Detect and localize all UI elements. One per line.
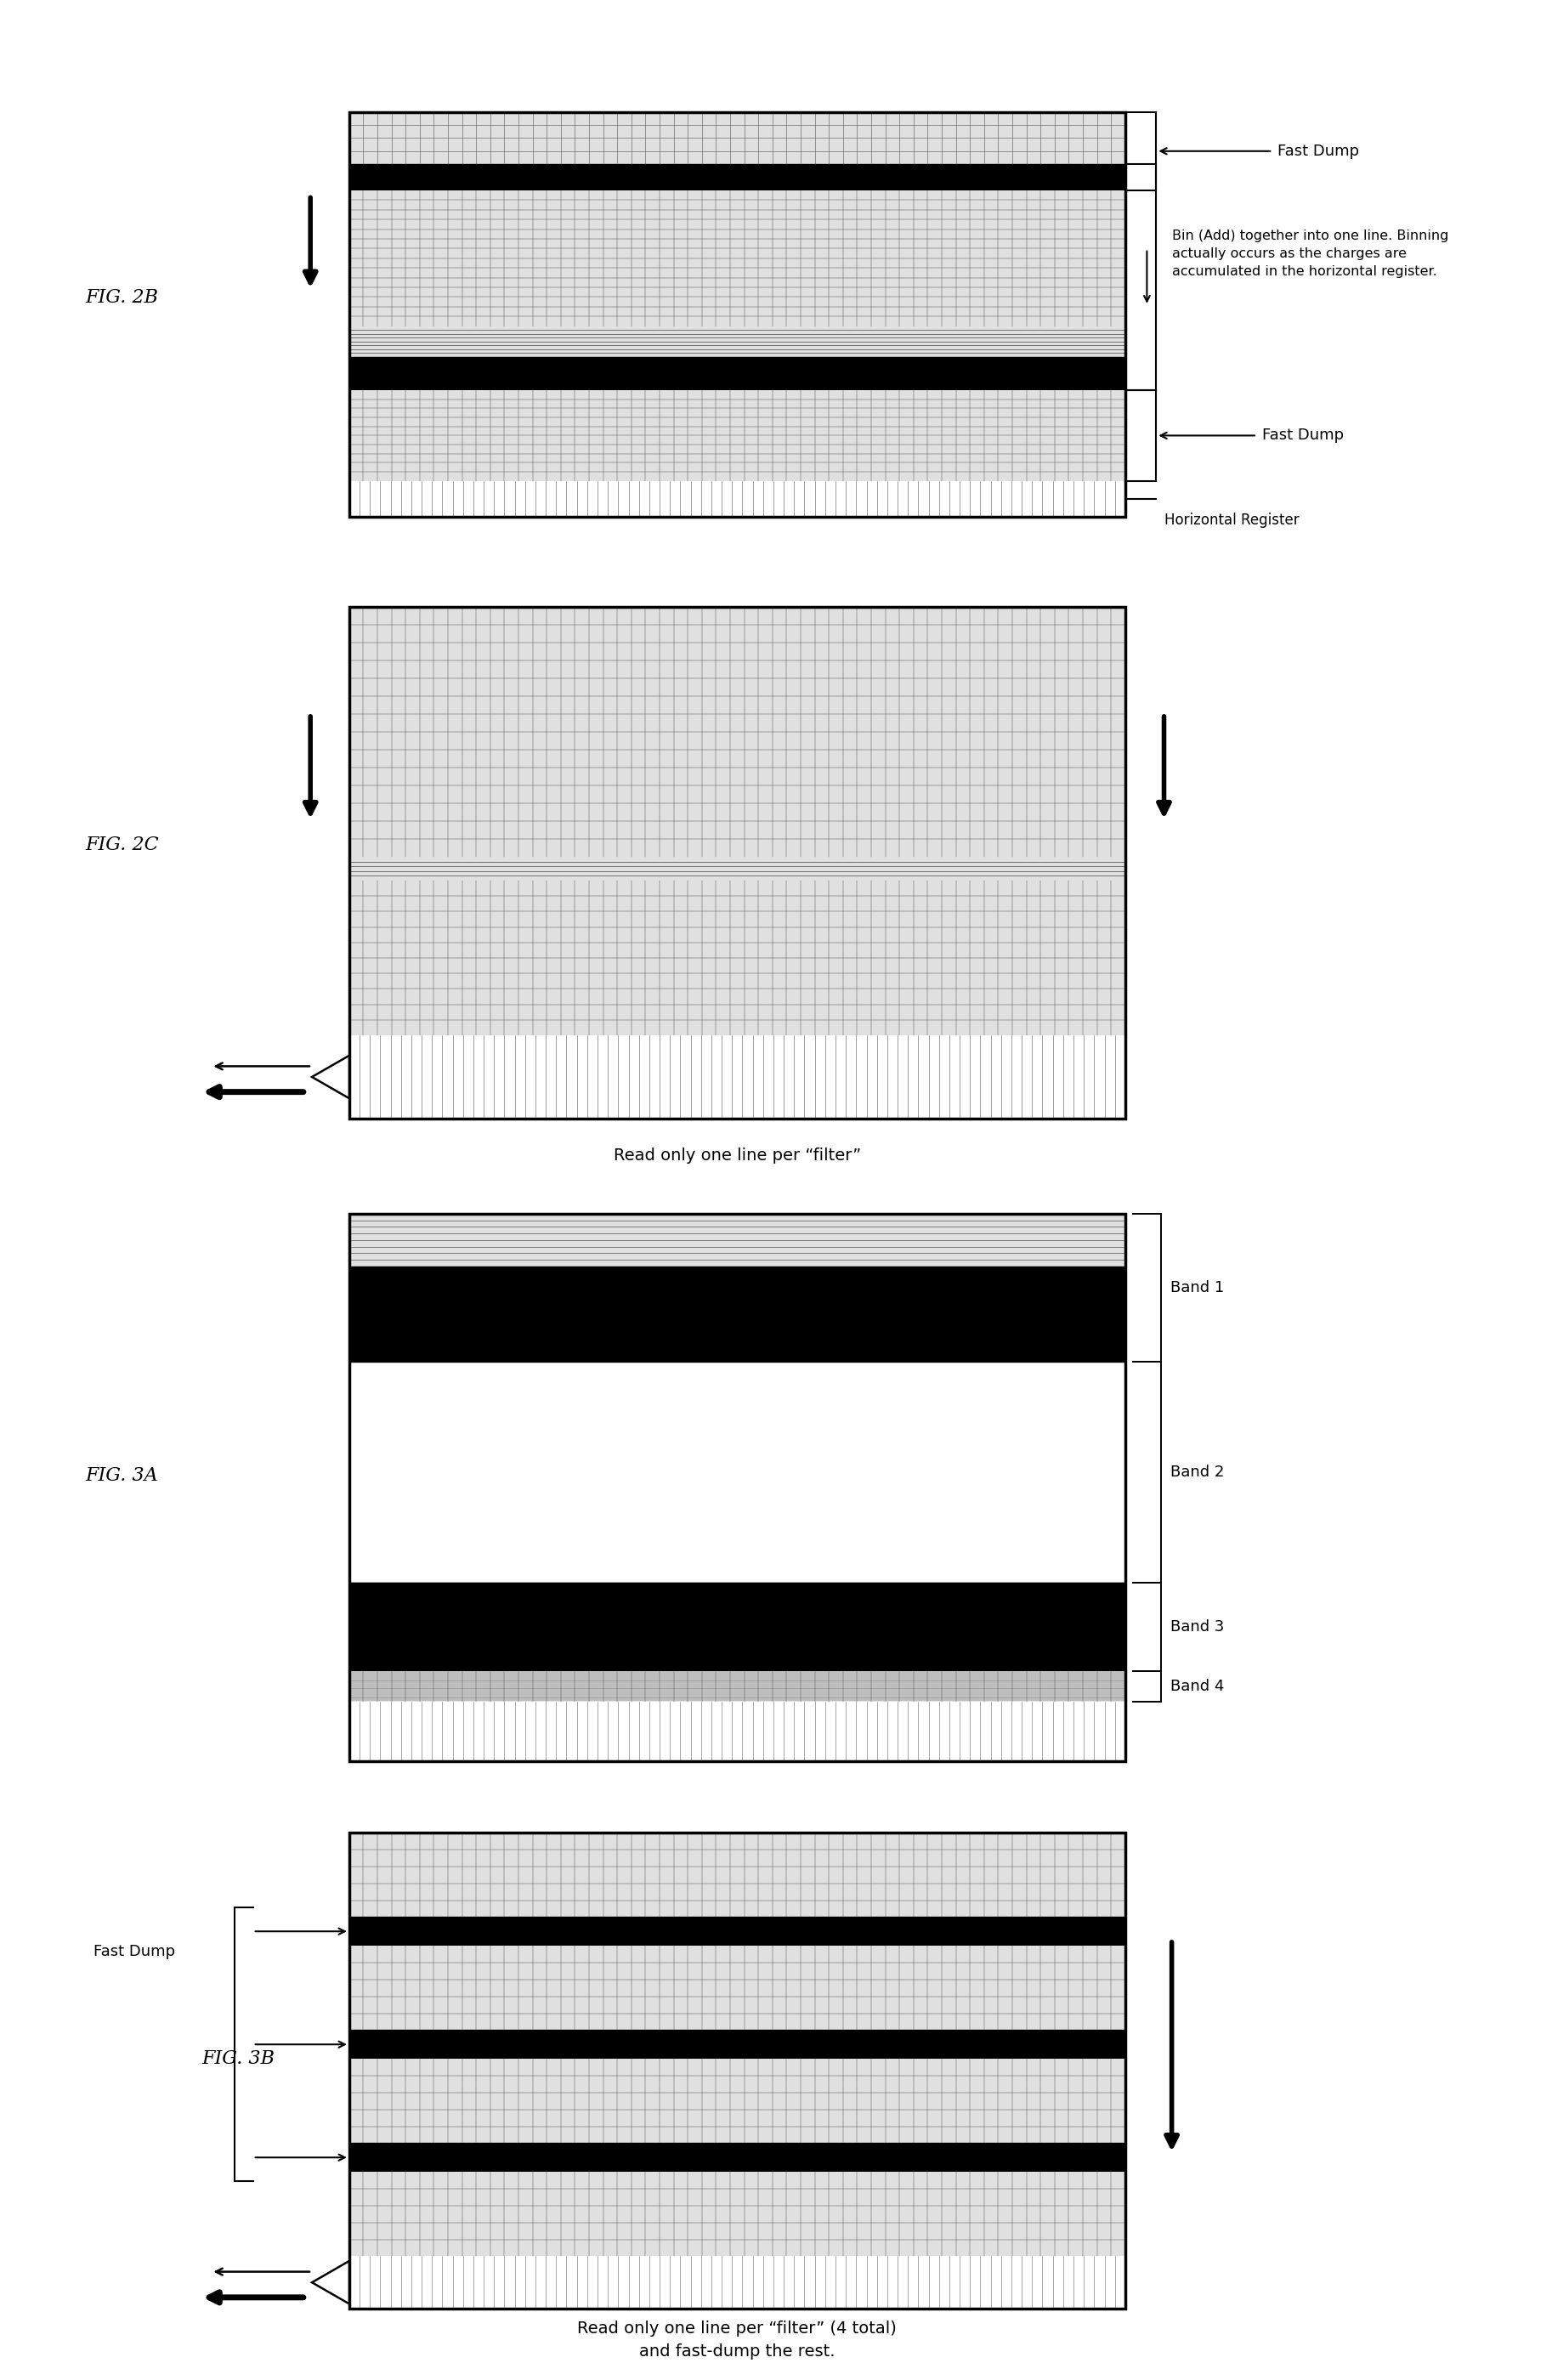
Bar <box>349 1035 1125 1119</box>
Bar <box>349 1214 1125 1761</box>
Bar <box>349 1266 1125 1361</box>
Bar <box>349 2144 1125 2171</box>
Text: Band 3: Band 3 <box>1170 1618 1225 1635</box>
Bar <box>349 2256 1125 2309</box>
Bar <box>349 1583 1125 1671</box>
Bar <box>349 1214 1125 1266</box>
Bar <box>349 1702 1125 1761</box>
Bar <box>349 112 1125 164</box>
Polygon shape <box>312 2261 349 2304</box>
Bar <box>349 2171 1125 2256</box>
Text: FIG. 3B: FIG. 3B <box>202 2049 275 2068</box>
Text: FIG. 2C: FIG. 2C <box>85 835 158 854</box>
Bar <box>349 1035 1125 1119</box>
Text: Band 4: Band 4 <box>1170 1678 1225 1695</box>
Bar <box>349 1947 1125 2030</box>
Bar <box>349 1214 1125 1266</box>
Text: Fast Dump: Fast Dump <box>93 1944 175 1959</box>
Bar <box>349 1702 1125 1761</box>
Bar <box>349 2030 1125 2059</box>
Bar <box>349 1918 1125 1947</box>
Bar <box>349 326 1125 357</box>
Bar <box>349 481 1125 516</box>
Polygon shape <box>312 1057 349 1100</box>
Text: Fast Dump: Fast Dump <box>1262 428 1344 443</box>
Bar <box>349 1833 1125 1918</box>
Bar <box>349 164 1125 190</box>
Text: Read only one line per “filter”: Read only one line per “filter” <box>613 1147 861 1164</box>
Bar <box>349 2256 1125 2309</box>
Bar <box>349 857 1125 881</box>
Bar <box>349 190 1125 326</box>
Bar <box>349 2059 1125 2144</box>
Bar <box>349 112 1125 516</box>
Bar <box>349 607 1125 1119</box>
Text: Horizontal Register: Horizontal Register <box>1164 514 1299 528</box>
Bar <box>349 857 1125 881</box>
Bar <box>349 607 1125 857</box>
Bar <box>349 390 1125 481</box>
Text: Bin (Add) together into one line. Binning
actually occurs as the charges are
acc: Bin (Add) together into one line. Binnin… <box>1172 231 1448 278</box>
Bar <box>349 1833 1125 2309</box>
Text: Fast Dump: Fast Dump <box>1277 143 1360 159</box>
Text: FIG. 2B: FIG. 2B <box>85 288 158 307</box>
Text: Band 2: Band 2 <box>1170 1464 1225 1480</box>
Bar <box>349 326 1125 357</box>
Text: Band 1: Band 1 <box>1170 1280 1225 1295</box>
Bar <box>349 481 1125 516</box>
Bar <box>349 881 1125 1035</box>
Text: Read only one line per “filter” (4 total)
and fast-dump the rest.: Read only one line per “filter” (4 total… <box>577 2320 897 2359</box>
Bar <box>349 1671 1125 1702</box>
Bar <box>349 1361 1125 1583</box>
Bar <box>349 357 1125 390</box>
Text: FIG. 3A: FIG. 3A <box>85 1466 158 1485</box>
